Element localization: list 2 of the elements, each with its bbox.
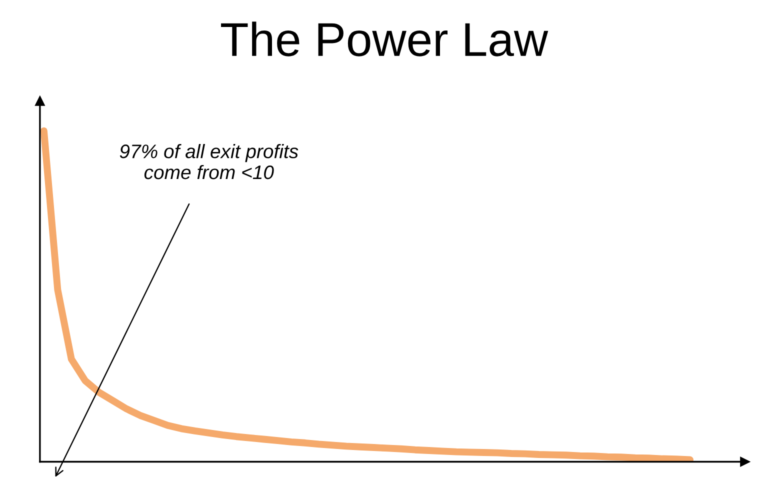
annotation: 97% of all exit profits come from <10 <box>120 144 298 180</box>
chart-title: The Power Law <box>221 22 548 56</box>
